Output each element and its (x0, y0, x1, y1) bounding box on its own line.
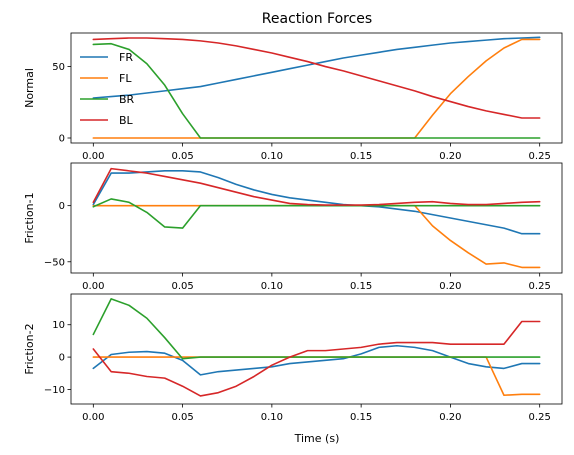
chart-panel-normal: 0.00 0.05 0.10 0.15 0.20 0.25 0 50 Normal FR FL BR B… (23, 33, 562, 162)
x-axis-label: Time (s) (294, 432, 340, 445)
x-tick-label: 0.15 (350, 281, 372, 292)
x-tick-label: 0.25 (529, 412, 551, 423)
y-axis-label: Normal (23, 68, 36, 108)
x-tick-label: 0.15 (350, 151, 372, 162)
x-tick-label: 0.00 (82, 412, 104, 423)
chart-title: Reaction Forces (262, 11, 372, 27)
x-tick-label: 0.05 (171, 281, 193, 292)
chart-panel-friction-2: 0.00 0.05 0.10 0.15 0.20 0.25 −10 0 10 Friction-2 (23, 294, 562, 423)
x-tick-label: 0.05 (171, 412, 193, 423)
series-line-br (93, 199, 539, 228)
series-line-bl (93, 169, 539, 205)
y-tick-label: 0 (59, 353, 65, 364)
y-tick-label: 0 (59, 201, 65, 212)
y-tick-label: −50 (44, 257, 65, 268)
y-axis-label: Friction-1 (23, 192, 36, 243)
legend-label-fl: FL (119, 72, 132, 85)
plot-frame (71, 33, 562, 143)
plot-frame (71, 163, 562, 273)
series-line-fl (93, 206, 539, 268)
y-axis-label: Friction-2 (23, 323, 36, 374)
x-tick-label: 0.20 (439, 281, 461, 292)
x-tick-label: 0.10 (261, 281, 283, 292)
legend-label-br: BR (119, 93, 135, 106)
x-tick-label: 0.10 (261, 151, 283, 162)
series-line-bl (93, 38, 539, 118)
series-line-fr (93, 37, 539, 98)
x-tick-label: 0.10 (261, 412, 283, 423)
chart-panel-friction-1: 0.00 0.05 0.10 0.15 0.20 0.25 −50 0 Friction-1 (23, 163, 562, 292)
legend-label-bl: BL (119, 114, 134, 127)
x-tick-label: 0.20 (439, 412, 461, 423)
legend-label-fr: FR (119, 51, 133, 64)
series-line-fl (93, 357, 539, 395)
series-line-br (93, 299, 539, 359)
y-tick-label: 0 (59, 134, 65, 145)
x-tick-label: 0.00 (82, 151, 104, 162)
x-tick-label: 0.15 (350, 412, 372, 423)
x-tick-label: 0.20 (439, 151, 461, 162)
x-tick-label: 0.00 (82, 281, 104, 292)
plot-frame (71, 294, 562, 404)
x-tick-label: 0.25 (529, 281, 551, 292)
series-line-fl (93, 39, 539, 138)
x-tick-label: 0.05 (171, 151, 193, 162)
y-tick-label: −10 (44, 385, 65, 396)
legend: FR FL BR BL (80, 51, 135, 127)
y-tick-label: 50 (52, 62, 65, 73)
y-tick-label: 10 (52, 320, 65, 331)
x-tick-label: 0.25 (529, 151, 551, 162)
